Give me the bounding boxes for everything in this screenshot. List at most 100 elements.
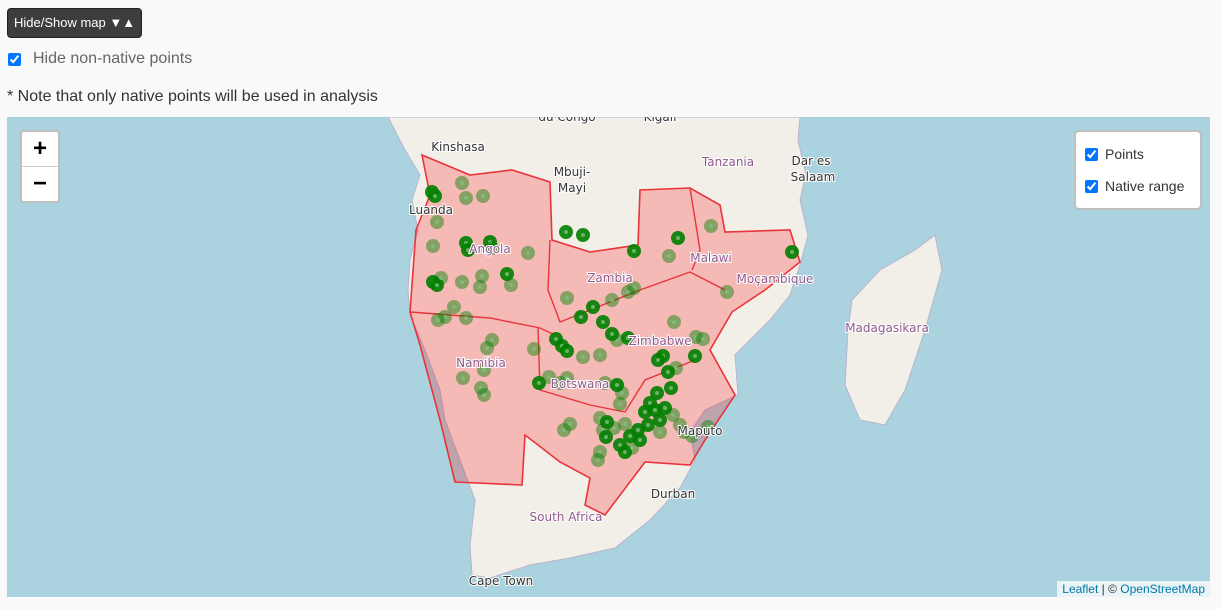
point-center bbox=[479, 386, 483, 390]
point-center bbox=[671, 413, 675, 417]
point-center bbox=[667, 254, 671, 258]
leaflet-link[interactable]: Leaflet bbox=[1062, 582, 1099, 596]
map-canvas: du Congo Kigali Kinshasa Mbuji- Mayi Tanzania… bbox=[387, 117, 943, 589]
point-center bbox=[564, 230, 568, 234]
country-label: Namibia bbox=[456, 356, 506, 370]
point-center bbox=[490, 246, 494, 250]
point-center bbox=[482, 393, 486, 397]
point-center bbox=[663, 406, 667, 410]
point-center bbox=[596, 458, 600, 462]
point-center bbox=[623, 422, 627, 426]
zoom-out[interactable]: − bbox=[22, 166, 58, 201]
point-center bbox=[598, 450, 602, 454]
point-center bbox=[694, 335, 698, 339]
point-center bbox=[547, 375, 551, 379]
point-center bbox=[658, 418, 662, 422]
native-checkbox[interactable] bbox=[8, 52, 21, 66]
city-label: Kinshasa bbox=[431, 140, 485, 154]
point-center bbox=[666, 370, 670, 374]
point-center bbox=[725, 290, 729, 294]
toggle-map-button[interactable]: Hide/Show map ▼▲ bbox=[7, 8, 143, 38]
point-center bbox=[554, 337, 558, 341]
native-filter[interactable]: Hide non-native points bbox=[7, 50, 192, 68]
point-center bbox=[488, 240, 492, 244]
city-label: Mayi bbox=[558, 181, 586, 195]
city-label: Kigali bbox=[644, 117, 677, 124]
point-center bbox=[480, 274, 484, 278]
point-center bbox=[690, 434, 694, 438]
country-label: South Africa bbox=[530, 510, 603, 524]
zoom-control: + − bbox=[20, 130, 60, 203]
point-center bbox=[439, 276, 443, 280]
city-label: Luanda bbox=[409, 203, 453, 217]
point-center bbox=[678, 423, 682, 427]
point-center bbox=[658, 430, 662, 434]
country-label: Malawi bbox=[690, 251, 732, 265]
city-label: du Congo bbox=[538, 117, 595, 124]
point-center bbox=[646, 423, 650, 427]
point-center bbox=[701, 337, 705, 341]
point-center bbox=[709, 224, 713, 228]
point-center bbox=[505, 272, 509, 276]
layer-control: Points Native range bbox=[1074, 130, 1202, 210]
city-label: Maputo bbox=[678, 424, 723, 438]
point-center bbox=[537, 381, 541, 385]
point-center bbox=[610, 332, 614, 336]
point-center bbox=[648, 401, 652, 405]
point-center bbox=[460, 181, 464, 185]
point-center bbox=[436, 318, 440, 322]
point-center bbox=[532, 347, 536, 351]
point-center bbox=[460, 280, 464, 284]
note: * Note that only native points will be u… bbox=[7, 88, 378, 105]
point-center bbox=[509, 283, 513, 287]
point-center bbox=[481, 194, 485, 198]
country-label: Angola bbox=[469, 242, 510, 256]
point-center bbox=[461, 376, 465, 380]
point-center bbox=[706, 425, 710, 429]
africa-land bbox=[387, 117, 809, 579]
point-center bbox=[482, 368, 486, 372]
point-center bbox=[478, 285, 482, 289]
layer-checkbox[interactable] bbox=[1085, 147, 1098, 161]
point-center bbox=[643, 410, 647, 414]
point-center bbox=[682, 430, 686, 434]
point-center bbox=[626, 336, 630, 340]
point-center bbox=[565, 296, 569, 300]
osm-link[interactable]: OpenStreetMap bbox=[1120, 582, 1205, 596]
point-center bbox=[601, 320, 605, 324]
point-center bbox=[618, 402, 622, 406]
city-label: Salaam bbox=[791, 170, 836, 184]
point-center bbox=[604, 435, 608, 439]
point-center bbox=[526, 251, 530, 255]
point-center bbox=[632, 286, 636, 290]
point-center bbox=[452, 305, 456, 309]
layer-item[interactable]: Native range bbox=[1082, 170, 1200, 202]
city-label: Mbuji- bbox=[554, 165, 591, 179]
point-center bbox=[490, 338, 494, 342]
point-center bbox=[603, 381, 607, 385]
native-label: Hide non-native points bbox=[33, 50, 193, 67]
point-center bbox=[790, 250, 794, 254]
point-center bbox=[618, 443, 622, 447]
layer-checkbox[interactable] bbox=[1085, 179, 1098, 193]
point-center bbox=[431, 244, 435, 248]
point-center bbox=[579, 315, 583, 319]
layer-item[interactable]: Points bbox=[1082, 138, 1200, 170]
city-label: Dar es bbox=[792, 154, 831, 168]
city-label: Cape Town bbox=[469, 574, 534, 588]
point-center bbox=[676, 236, 680, 240]
point-center bbox=[565, 376, 569, 380]
point-center bbox=[656, 358, 660, 362]
point-center bbox=[623, 450, 627, 454]
point-center bbox=[435, 220, 439, 224]
zoom-in[interactable]: + bbox=[32, 135, 47, 162]
point-center bbox=[435, 283, 439, 287]
country-label: Tanzania bbox=[701, 155, 754, 169]
point-center bbox=[672, 320, 676, 324]
attribution: Leaflet | © OpenStreetMap bbox=[1057, 581, 1210, 597]
point-center bbox=[565, 349, 569, 353]
map[interactable]: du Congo Kigali Kinshasa Mbuji- Mayi Tanzania… bbox=[7, 117, 1210, 597]
point-center bbox=[558, 381, 562, 385]
point-center bbox=[628, 434, 632, 438]
